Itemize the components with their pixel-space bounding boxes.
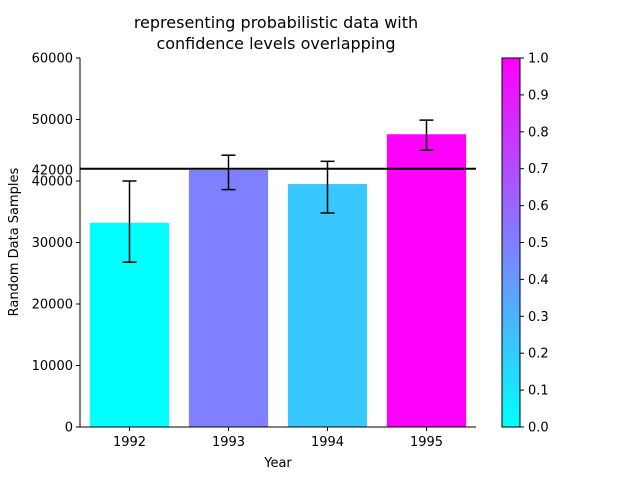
chart-title-line-2: confidence levels overlapping [156,34,395,53]
y-tick-label: 10000 [32,359,73,374]
colorbar-tick-label: 0.8 [528,125,549,140]
error-bar-1993 [221,154,236,191]
colorbar-tick-label: 0.4 [528,273,549,288]
colorbar-tick-label: 0.0 [528,421,549,436]
x-axis-label: Year [263,456,292,471]
bar-1994 [287,184,368,427]
x-tick-label: 1993 [212,435,245,450]
y-tick-label: 0 [65,421,73,436]
colorbar-tick-label: 0.2 [528,347,549,362]
y-tick-label: 50000 [32,113,73,128]
y-tick-label: 30000 [32,236,73,251]
chart-title-line-1: representing probabilistic data with [134,13,418,32]
x-tick-label: 1995 [410,435,443,450]
colorbar-tick-label: 1.0 [528,52,549,67]
colorbar-tick-label: 0.6 [528,199,549,214]
y-tick-label: 60000 [32,52,73,67]
reference-line-label: 42000 [32,164,73,179]
colorbar-tick-label: 0.9 [528,88,549,103]
y-tick-label: 40000 [32,175,73,190]
bar-1995 [386,134,467,427]
colorbar-tick-label: 0.3 [528,310,549,325]
colorbar: 0.0 0.1 0.2 0.3 0.4 0.5 0.6 0.7 0.8 0.9 1.0 [501,52,549,436]
x-tick-label: 1992 [113,435,146,450]
colorbar-tick-label: 0.5 [528,236,549,251]
colorbar-tick-label: 0.1 [528,384,549,399]
colorbar-tick-label: 0.7 [528,162,549,177]
y-tick-label: 20000 [32,298,73,313]
error-bar-1992 [122,180,137,263]
bar-1993 [188,169,269,427]
plot-area: 0 10000 20000 30000 40000 50000 60000 42000 1992… [32,52,476,450]
colorbar-gradient [502,58,520,427]
y-axis-label: Random Data Samples [7,167,22,316]
error-bar-1994 [320,160,335,214]
error-bar-1995 [419,119,434,151]
x-tick-label: 1994 [311,435,344,450]
